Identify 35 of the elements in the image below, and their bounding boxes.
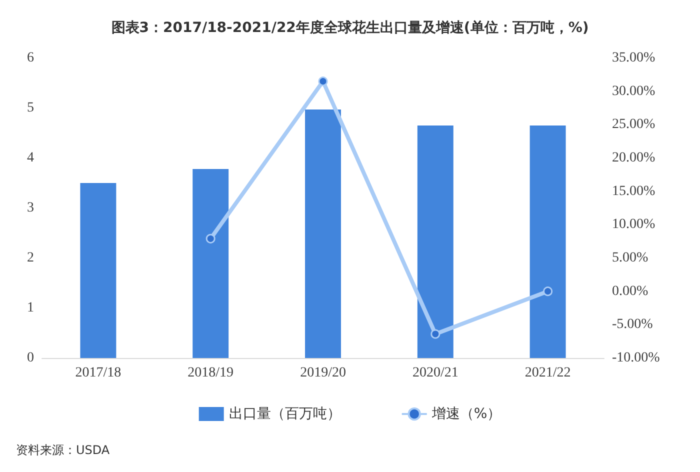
x-tick-label: 2019/20 xyxy=(300,366,346,380)
point xyxy=(318,76,328,86)
y2-tick-label: 35.00% xyxy=(612,50,656,66)
legend-label: 增速（%） xyxy=(430,406,502,422)
y2-tick-label: 0.00% xyxy=(612,284,648,299)
y2-tick-label: 30.00% xyxy=(612,84,656,99)
legend-label: 出口量（百万吨） xyxy=(228,406,341,422)
y2-tick-label: 25.00% xyxy=(612,117,656,132)
bar xyxy=(80,183,116,358)
y2-tick-label: 5.00% xyxy=(612,250,648,266)
bar xyxy=(192,169,229,358)
y2-tick-label: -5.00% xyxy=(612,317,654,332)
x-tick-label: 2021/22 xyxy=(524,366,571,380)
bar xyxy=(417,126,454,358)
point xyxy=(206,234,216,244)
text: 资料来源：USDA xyxy=(16,443,110,457)
y-tick-label: 4 xyxy=(27,150,34,166)
point xyxy=(543,286,553,296)
y-tick-label: 5 xyxy=(27,100,34,116)
chart-title: 图表3：2017/18-2021/22年度全球花生出口量及增速(单位：百万吨，%) xyxy=(111,19,589,36)
bar xyxy=(305,110,341,358)
x-tick-label: 2020/21 xyxy=(412,366,458,380)
bar xyxy=(530,126,566,358)
y-tick-label: 6 xyxy=(27,50,34,66)
y2-tick-label: 10.00% xyxy=(612,217,656,232)
y2-tick-label: -10.00% xyxy=(612,350,660,366)
y-tick-label: 0 xyxy=(27,350,34,366)
x-tick-label: 2017/18 xyxy=(75,366,122,380)
point xyxy=(430,329,440,339)
y-tick-label: 3 xyxy=(27,200,34,216)
y-tick-label: 1 xyxy=(27,300,34,316)
y2-tick-label: 20.00% xyxy=(612,150,656,166)
y-tick-label: 2 xyxy=(27,250,34,266)
x-tick-label: 2018/19 xyxy=(188,366,234,380)
y2-tick-label: 15.00% xyxy=(612,184,656,199)
